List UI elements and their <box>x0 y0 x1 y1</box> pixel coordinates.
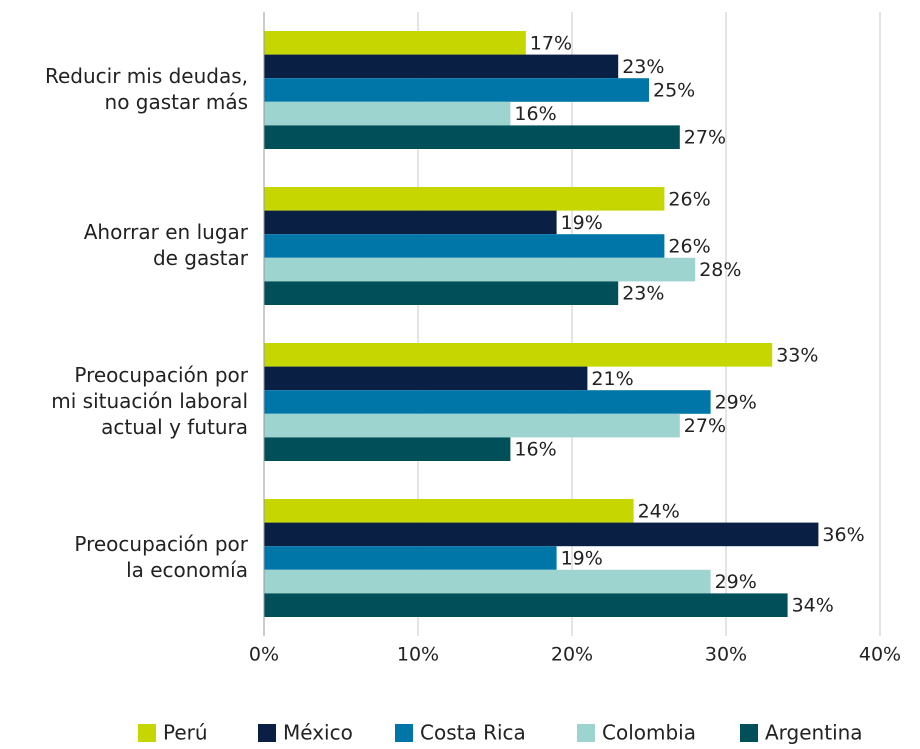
category-label: Preocupación por mi situación laboral actu… <box>51 363 249 439</box>
value-label: 27% <box>684 415 726 437</box>
bar <box>264 522 819 547</box>
legend-swatch <box>395 724 413 742</box>
value-label: 29% <box>715 571 757 593</box>
bar <box>264 546 557 570</box>
x-tick-label: 40% <box>859 644 901 666</box>
value-label: 17% <box>530 32 572 54</box>
legend-swatch <box>577 724 595 742</box>
value-label: 16% <box>514 103 556 125</box>
bar <box>264 281 619 305</box>
category-label: Ahorrar en lugar de gastar <box>84 220 249 270</box>
legend-label: Perú <box>163 721 208 745</box>
category-label: Reducir mis deudas, no gastar más <box>45 64 248 114</box>
bar <box>264 78 649 102</box>
x-tick-label: 0% <box>249 644 279 666</box>
bar <box>264 569 711 594</box>
bar <box>264 54 619 79</box>
bar <box>264 234 665 258</box>
value-label: 34% <box>792 595 834 617</box>
value-label: 28% <box>699 259 741 281</box>
value-label: 19% <box>561 548 603 570</box>
value-label: 26% <box>668 236 710 258</box>
bar <box>264 390 711 414</box>
bar <box>264 499 634 523</box>
bar <box>264 101 511 126</box>
bar <box>264 343 773 367</box>
bar <box>264 437 511 461</box>
value-label: 26% <box>668 188 710 210</box>
bar <box>264 257 696 282</box>
x-tick-label: 30% <box>705 644 747 666</box>
value-label: 36% <box>822 524 864 546</box>
x-tick-label: 20% <box>551 644 593 666</box>
legend-swatch <box>258 724 276 742</box>
bar <box>264 31 526 55</box>
value-label: 33% <box>776 344 818 366</box>
legend-label: Costa Rica <box>420 721 526 745</box>
value-label: 24% <box>638 500 680 522</box>
value-label: 23% <box>622 56 664 78</box>
bar <box>264 187 665 211</box>
bar <box>264 413 680 438</box>
legend-swatch <box>138 724 156 742</box>
legend-label: México <box>283 721 353 745</box>
x-tick-label: 10% <box>397 644 439 666</box>
value-label: 23% <box>622 283 664 305</box>
legend-label: Colombia <box>602 721 696 745</box>
legend-swatch <box>740 724 758 742</box>
legend-label: Argentina <box>765 721 863 745</box>
value-label: 16% <box>514 439 556 461</box>
value-label: 21% <box>591 368 633 390</box>
bar <box>264 210 557 235</box>
bar <box>264 366 588 391</box>
category-label: Preocupación por la economía <box>74 532 248 582</box>
value-label: 25% <box>653 80 695 102</box>
value-label: 29% <box>715 392 757 414</box>
value-label: 19% <box>561 212 603 234</box>
bar <box>264 593 788 617</box>
value-label: 27% <box>684 127 726 149</box>
bar <box>264 125 680 149</box>
